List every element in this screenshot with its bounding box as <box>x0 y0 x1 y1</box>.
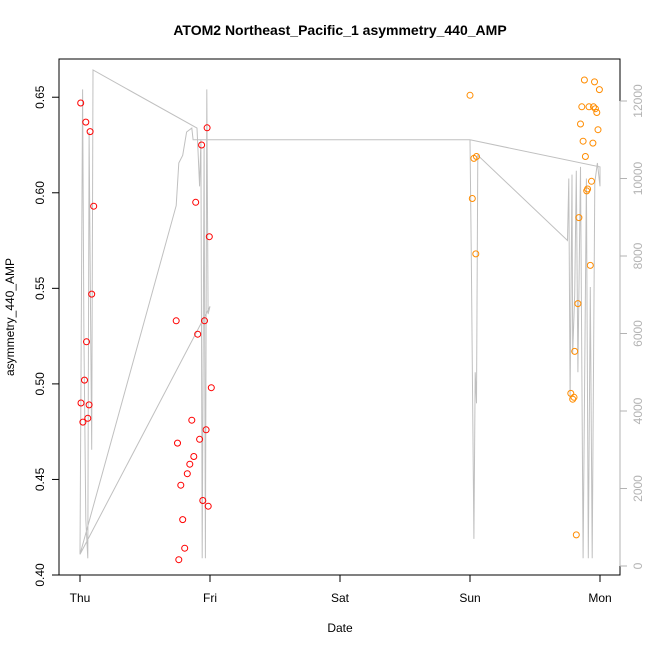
data-point <box>571 347 579 355</box>
data-point <box>192 198 200 206</box>
data-point <box>572 531 580 539</box>
data-point <box>194 330 202 338</box>
data-point <box>190 453 198 460</box>
x-tick-label: Sun <box>459 591 480 605</box>
y-tick-label: 0.50 <box>33 372 47 396</box>
secondary-series-line <box>79 69 601 559</box>
y-tick-label: 0.55 <box>33 276 47 300</box>
data-point <box>183 470 191 478</box>
data-point <box>201 317 208 325</box>
x-axis-label: Date <box>327 621 353 635</box>
data-point <box>196 435 204 443</box>
y2-tick-label: 8000 <box>631 242 645 269</box>
data-point <box>569 395 577 403</box>
x-tick-label: Fri <box>203 591 217 605</box>
y-tick-label: 0.45 <box>33 467 47 491</box>
chart-title: ATOM2 Northeast_Pacific_1 asymmetry_440_… <box>173 22 506 38</box>
plot-frame <box>58 58 621 576</box>
data-point <box>593 109 601 116</box>
data-point <box>83 338 90 346</box>
data-point <box>207 384 215 392</box>
y2-tick-label: 0 <box>631 562 645 569</box>
data-point <box>88 290 96 298</box>
y2-tick-label: 10000 <box>631 161 645 195</box>
data-point <box>581 153 589 160</box>
secondary-line <box>79 69 601 559</box>
data-point <box>204 502 212 510</box>
data-point <box>586 261 594 269</box>
data-point <box>570 393 578 401</box>
data-point <box>85 401 93 409</box>
data-point <box>179 516 187 524</box>
data-point <box>84 414 92 422</box>
data-point <box>594 126 602 134</box>
x-tick-label: Mon <box>588 591 611 605</box>
data-point <box>188 416 196 424</box>
data-point <box>590 103 597 111</box>
y2-tick-label: 2000 <box>631 475 645 502</box>
data-point <box>589 139 597 147</box>
data-point <box>172 317 180 325</box>
data-point <box>198 141 206 149</box>
data-point <box>203 124 211 132</box>
data-point <box>577 120 584 128</box>
y-axis-label: asymmetry_440_AMP <box>3 258 17 376</box>
data-point <box>468 195 476 202</box>
data-point <box>466 91 474 99</box>
x-axis: Thu Fri Sat Sun Mon <box>70 574 612 605</box>
data-point <box>585 103 593 111</box>
data-point <box>205 233 213 241</box>
y2-tick-label: 12000 <box>631 84 645 118</box>
scatter-points <box>77 76 603 564</box>
data-point <box>79 418 87 426</box>
data-point <box>174 439 181 447</box>
y-axis: 0.40 0.45 0.50 0.55 0.60 0.65 <box>33 85 60 587</box>
data-point <box>90 202 98 210</box>
y-tick-label: 0.40 <box>33 563 47 587</box>
data-point <box>86 128 94 136</box>
data-point <box>81 376 88 384</box>
x-tick-label: Sat <box>331 591 350 605</box>
data-point <box>177 481 185 489</box>
data-point <box>175 556 183 564</box>
data-point <box>199 497 207 504</box>
data-point <box>77 99 85 107</box>
data-point <box>77 399 85 407</box>
x-tick-label: Thu <box>70 591 91 605</box>
data-point <box>579 137 587 145</box>
data-point <box>584 185 592 193</box>
y2-tick-label: 4000 <box>631 397 645 424</box>
data-point <box>181 544 189 552</box>
data-point <box>574 300 582 308</box>
data-point <box>595 86 603 94</box>
secondary-y-axis: 0 2000 4000 6000 8000 10000 12000 <box>619 84 645 569</box>
data-point <box>588 177 595 185</box>
y-tick-label: 0.60 <box>33 181 47 205</box>
data-point <box>473 153 480 160</box>
data-point <box>82 118 90 126</box>
data-point <box>186 460 194 468</box>
data-point <box>578 103 586 111</box>
y2-tick-label: 6000 <box>631 320 645 347</box>
data-point <box>567 389 575 397</box>
data-point <box>591 78 598 86</box>
data-point <box>580 76 588 84</box>
data-point <box>202 426 210 434</box>
data-point <box>472 250 480 258</box>
data-point <box>575 214 583 222</box>
data-point <box>591 105 599 113</box>
y-tick-label: 0.65 <box>33 85 47 109</box>
